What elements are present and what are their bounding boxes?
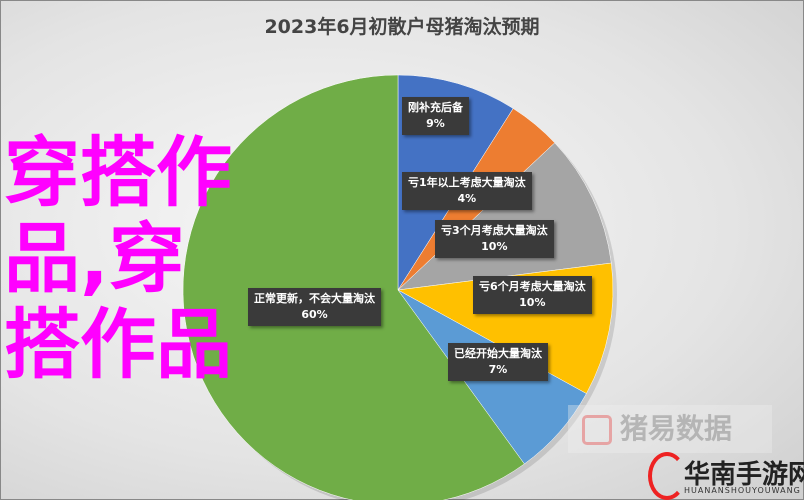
source-watermark: 猪易数据 [568,405,772,453]
pie-slice-5 [182,74,525,500]
site-logo-icon [648,452,686,500]
pig-logo-icon [582,415,612,445]
data-label-2: 亏3个月考虑大量淘汰 10% [435,220,554,258]
data-label-1: 亏1年以上考虑大量淘汰 4% [402,172,532,210]
data-label-3: 亏6个月考虑大量淘汰 10% [473,276,592,314]
data-label-4: 已经开始大量淘汰 7% [448,343,548,381]
chart-title: 2023年6月初散户母猪淘汰预期 [264,16,540,38]
overlay-text: 穿搭作品,穿搭作品 [4,128,232,389]
data-label-5: 正常更新，不会大量淘汰 60% [248,288,381,326]
data-label-0: 刚补充后备 9% [402,97,469,135]
